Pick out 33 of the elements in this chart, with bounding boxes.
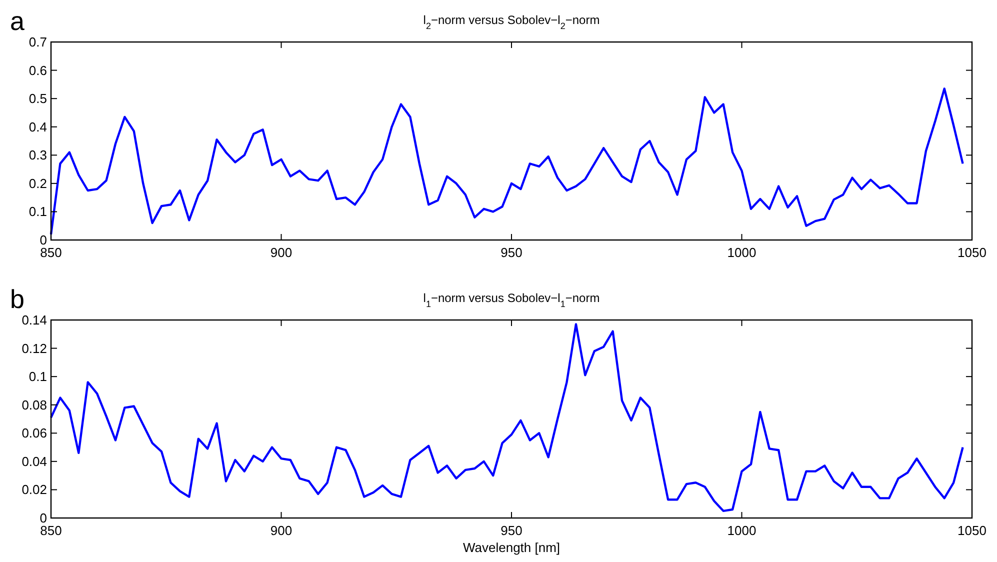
y-tick-label: 0.6	[28, 62, 47, 78]
x-tick-label: 900	[270, 245, 292, 260]
y-tick-label: 0.04	[22, 454, 47, 469]
chart-title: l$_{2}$−norm versus Sobolev−l$_{2}$−norm	[423, 13, 600, 31]
y-tick-label: 0	[40, 510, 47, 526]
y-tick-label: 0.06	[22, 426, 47, 441]
y-tick-label: 0.1	[28, 204, 47, 220]
x-tick-label: 850	[40, 245, 62, 260]
x-axis-title: Wavelength [nm]	[462, 540, 560, 555]
y-tick-label: 0.14	[22, 312, 47, 328]
y-tick-label: 0.4	[28, 119, 47, 134]
x-tick-label: 900	[270, 523, 292, 538]
y-tick-label: 0	[40, 232, 47, 248]
x-tick-label: 950	[500, 523, 522, 538]
x-tick-label: 1000	[727, 523, 756, 538]
y-tick-label: 0.2	[28, 176, 47, 191]
x-tick-label: 1050	[958, 523, 986, 538]
line-series	[50, 88, 964, 236]
y-tick-label: 0.12	[22, 340, 47, 356]
y-tick-label: 0.08	[22, 397, 47, 412]
y-tick-label: 0.02	[22, 482, 47, 498]
chart-title: l$_{1}$−norm versus Sobolev−l$_{1}$−norm	[423, 291, 600, 309]
y-tick-label: 0.7	[28, 34, 47, 50]
text: b	[10, 284, 24, 314]
y-tick-label: 0.1	[28, 369, 47, 384]
x-tick-label: 850	[40, 523, 62, 538]
x-tick-label: 950	[500, 245, 522, 260]
y-tick-label: 0.3	[28, 148, 47, 163]
y-tick-label: 0.5	[28, 91, 47, 106]
x-tick-label: 1000	[727, 245, 756, 260]
line-series	[50, 323, 964, 512]
text: a	[10, 6, 25, 36]
x-tick-label: 1050	[958, 245, 986, 260]
